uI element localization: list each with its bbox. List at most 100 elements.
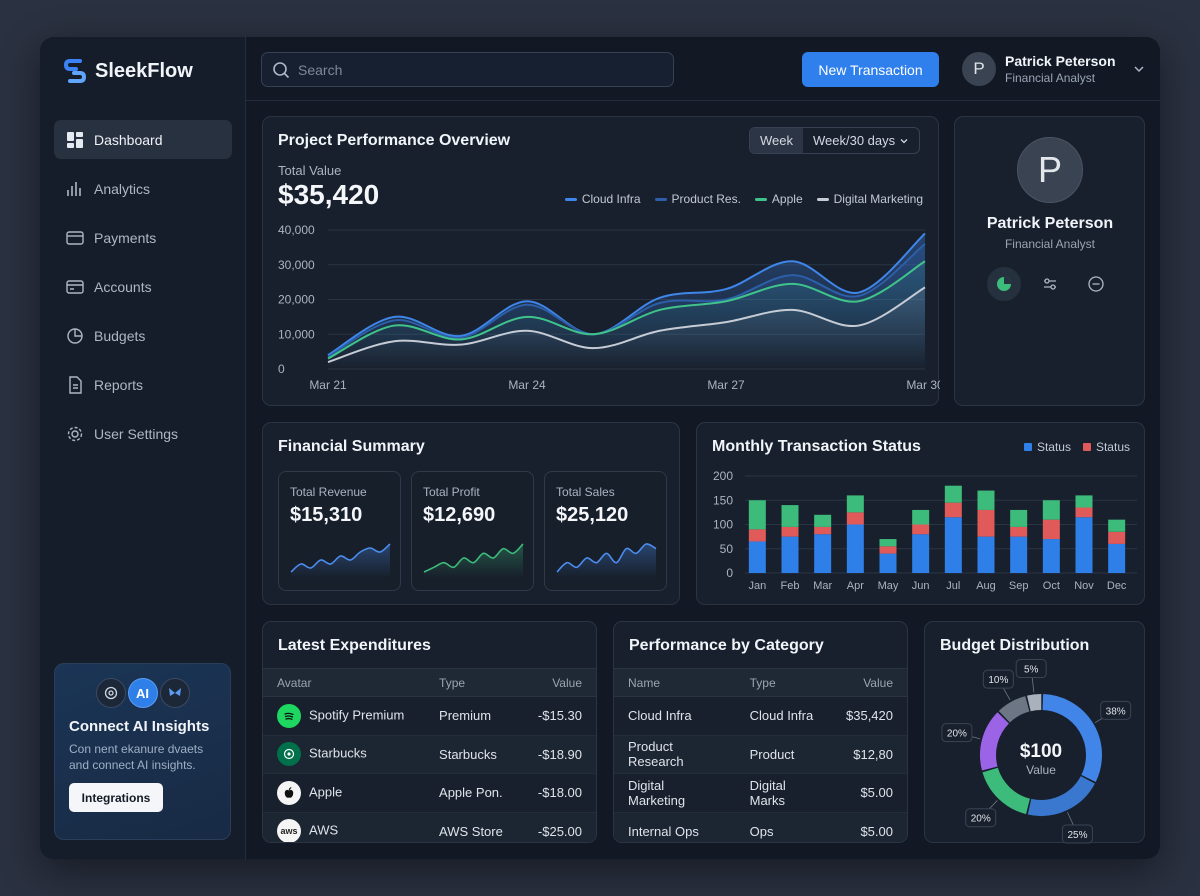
bar-segment bbox=[1108, 531, 1126, 544]
avatar: P bbox=[1017, 137, 1083, 203]
search-input[interactable] bbox=[298, 61, 658, 78]
bar-segment bbox=[879, 539, 897, 547]
app-name: SleekFlow bbox=[95, 59, 193, 82]
card-title: Performance by Category bbox=[629, 637, 824, 654]
profile-name: Patrick Peterson bbox=[986, 215, 1114, 232]
expenditures-table: Avatar Type Value Spotify Premium Premiu… bbox=[263, 668, 596, 842]
sidebar-item-dashboard[interactable]: Dashboard bbox=[54, 120, 232, 159]
gear-icon bbox=[67, 426, 83, 441]
total-revenue-card[interactable]: Total Revenue $15,310 bbox=[278, 471, 401, 591]
sidebar-nav: Dashboard Analytics Payments Accounts Bu… bbox=[54, 120, 232, 463]
new-transaction-button[interactable]: New Transaction bbox=[802, 52, 939, 87]
sidebar-item-payments[interactable]: Payments bbox=[54, 218, 232, 257]
sliders-icon[interactable] bbox=[1033, 267, 1067, 301]
pie-chart-icon[interactable] bbox=[987, 267, 1021, 301]
table-row[interactable]: aws AWS AWS Store -$25.00 bbox=[263, 812, 596, 842]
sparkline-area bbox=[424, 544, 523, 578]
slice-label: 10% bbox=[988, 675, 1008, 686]
legend-label: Status bbox=[1095, 440, 1130, 454]
donut-center-label: Value bbox=[1026, 763, 1056, 777]
table-row[interactable]: Cloud Infra Cloud Infra $35,420 bbox=[614, 696, 907, 736]
sparkline-line bbox=[423, 543, 524, 573]
card-title: Project Performance Overview bbox=[278, 132, 511, 149]
sidebar-item-user-settings[interactable]: User Settings bbox=[54, 414, 232, 453]
x-tick-label: Sep bbox=[1009, 580, 1029, 592]
category-name: Product Research bbox=[614, 735, 736, 774]
bar-segment bbox=[846, 524, 864, 573]
sidebar-item-label: Reports bbox=[94, 376, 144, 393]
x-tick-label: Mar 24 bbox=[508, 378, 546, 392]
table-header: Avatar Type Value bbox=[263, 668, 596, 697]
sidebar-item-reports[interactable]: Reports bbox=[54, 365, 232, 404]
sidebar-item-label: Payments bbox=[94, 229, 157, 246]
category-name: Cloud Infra bbox=[614, 696, 736, 736]
bar-segment bbox=[1010, 509, 1028, 527]
profit-sparkline bbox=[423, 543, 524, 578]
bar-segment bbox=[912, 534, 930, 573]
avatar: P bbox=[962, 52, 996, 86]
integrations-button[interactable]: Integrations bbox=[69, 783, 163, 812]
user-menu[interactable]: P Patrick Peterson Financial Analyst bbox=[962, 52, 1145, 86]
label-pill bbox=[1061, 824, 1093, 844]
y-tick-label: 100 bbox=[713, 518, 733, 532]
legend-label: Product Res. bbox=[671, 192, 741, 206]
column-header: Type bbox=[735, 668, 832, 697]
bar-segment bbox=[1075, 507, 1093, 518]
sidebar-item-budgets[interactable]: Budgets bbox=[54, 316, 232, 355]
y-tick-label: 50 bbox=[720, 542, 734, 556]
x-tick-label: Mar bbox=[813, 580, 832, 592]
x-tick-label: Aug bbox=[976, 580, 996, 592]
stat-value: $15,310 bbox=[290, 504, 363, 526]
period-select-value: Week/30 days bbox=[813, 133, 896, 148]
expense-type: AWS Store bbox=[425, 812, 521, 842]
sidebar-item-analytics[interactable]: Analytics bbox=[54, 169, 232, 208]
y-tick-label: 20,000 bbox=[278, 293, 315, 307]
x-tick-label: Jul bbox=[946, 580, 960, 592]
table-row[interactable]: Internal Ops Ops $5.00 bbox=[614, 812, 907, 842]
search-box[interactable] bbox=[261, 52, 674, 87]
bar-segment bbox=[748, 529, 766, 542]
y-tick-label: 10,000 bbox=[278, 327, 315, 341]
sidebar-item-accounts[interactable]: Accounts bbox=[54, 267, 232, 306]
expense-value: -$18.90 bbox=[520, 735, 596, 774]
table-row[interactable]: Spotify Premium Premium -$15.30 bbox=[263, 696, 596, 736]
table-row[interactable]: Apple Apple Pon. -$18.00 bbox=[263, 773, 596, 813]
series-line bbox=[327, 232, 926, 356]
label-pill bbox=[1100, 700, 1132, 720]
table-row[interactable]: Product Research Product $12,80 bbox=[614, 735, 907, 774]
financial-summary-card: Financial Summary Total Revenue $15,310 … bbox=[262, 422, 680, 605]
x-tick-label: Apr bbox=[847, 580, 864, 592]
merchant-name: Spotify Premium bbox=[309, 707, 405, 723]
logo[interactable]: SleekFlow bbox=[64, 59, 193, 83]
spotify-icon bbox=[277, 703, 301, 728]
table-row[interactable]: Digital Marketing Digital Marks $5.00 bbox=[614, 773, 907, 813]
card-title: Latest Expenditures bbox=[278, 637, 431, 654]
sparkline-line bbox=[290, 543, 391, 573]
bar-segment bbox=[1010, 536, 1028, 573]
donut-slice bbox=[998, 696, 1030, 723]
category-type: Product bbox=[735, 735, 832, 774]
bar-segment bbox=[977, 490, 995, 510]
bar-segment bbox=[748, 500, 766, 530]
donut-slice bbox=[1042, 694, 1102, 782]
total-profit-card[interactable]: Total Profit $12,690 bbox=[411, 471, 534, 591]
table-row[interactable]: Starbucks Starbucks -$18.90 bbox=[263, 735, 596, 774]
period-select[interactable]: Week/30 days bbox=[803, 128, 919, 153]
category-value: $5.00 bbox=[831, 773, 907, 813]
column-header: Type bbox=[425, 668, 521, 697]
bar-segment bbox=[977, 536, 995, 573]
bar-segment bbox=[1042, 539, 1060, 573]
total-sales-card[interactable]: Total Sales $25,120 bbox=[544, 471, 667, 591]
legend-item: Digital Marketing bbox=[816, 192, 923, 206]
chevron-down-icon[interactable] bbox=[1133, 63, 1145, 75]
bar-segment bbox=[912, 509, 930, 525]
minus-circle-icon[interactable] bbox=[1079, 267, 1113, 301]
x-tick-label: Mar 30 bbox=[906, 378, 940, 392]
budgets-icon bbox=[67, 327, 83, 344]
x-tick-label: Mar 21 bbox=[309, 378, 347, 392]
logo-icon bbox=[64, 59, 86, 83]
chart-legend: Cloud Infra Product Res. Apple Digital M… bbox=[564, 192, 923, 206]
x-tick-label: Feb bbox=[781, 580, 800, 592]
legend-item: Cloud Infra bbox=[564, 192, 641, 206]
tab-week[interactable]: Week bbox=[750, 128, 803, 153]
